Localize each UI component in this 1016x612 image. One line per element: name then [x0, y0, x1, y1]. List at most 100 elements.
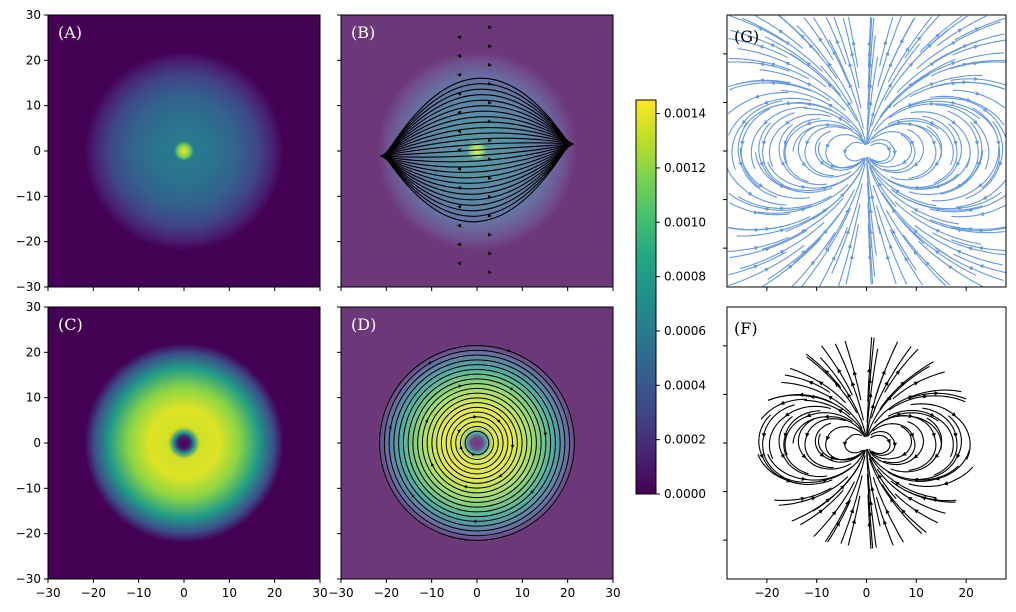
- streamline: [932, 232, 1006, 256]
- x-tick-label: −20: [81, 586, 106, 600]
- streamline: [755, 152, 833, 193]
- colorbar-tick-label: 0.0014: [664, 107, 706, 121]
- stream-arrow: [929, 412, 935, 417]
- streamline: [866, 160, 877, 256]
- streamline: [934, 247, 1004, 282]
- stream-arrow: [931, 140, 936, 146]
- stream-arrow: [830, 163, 836, 169]
- streamline: [916, 21, 1001, 70]
- streamline: [888, 103, 981, 120]
- streamline: [929, 81, 1005, 90]
- stream-arrow: [889, 243, 894, 249]
- stream-arrow: [824, 122, 829, 127]
- stream-arrow: [956, 453, 961, 459]
- streamline: [789, 52, 858, 122]
- stream-arrow: [835, 521, 840, 527]
- stream-arrow: [764, 267, 770, 272]
- y-tick-label: 0: [33, 144, 41, 158]
- stream-arrow: [877, 473, 883, 479]
- stream-arrow: [811, 496, 817, 501]
- stream-arrow: [868, 500, 874, 506]
- stream-arrow: [968, 266, 974, 271]
- stream-arrow: [884, 380, 889, 386]
- streamline: [872, 185, 917, 271]
- streamline: [866, 35, 876, 131]
- streamline: [827, 499, 852, 543]
- stream-arrow: [851, 40, 856, 46]
- streamline: [738, 48, 827, 88]
- stream-arrow: [824, 369, 830, 375]
- stream-arrow: [943, 481, 949, 486]
- streamline: [421, 387, 533, 499]
- stream-arrow: [953, 140, 958, 146]
- streamline: [908, 191, 1002, 210]
- streamline: [380, 142, 574, 157]
- stream-arrow: [457, 35, 462, 40]
- stream-arrow: [759, 62, 765, 67]
- stream-arrow: [934, 453, 940, 459]
- stream-arrow: [761, 432, 767, 438]
- stream-arrow: [847, 243, 852, 249]
- stream-arrow: [808, 43, 814, 49]
- stream-arrow: [769, 43, 775, 48]
- streamline: [793, 189, 855, 264]
- stream-arrow: [894, 481, 900, 486]
- stream-arrow: [458, 384, 463, 389]
- stream-arrow: [934, 250, 940, 255]
- stream-arrow: [784, 41, 790, 46]
- streamline: [740, 108, 770, 188]
- y-tick-label: 0: [33, 436, 41, 450]
- streamline: [384, 145, 570, 212]
- stream-arrow: [806, 82, 812, 87]
- stream-arrow: [870, 111, 875, 117]
- stream-arrow: [888, 62, 893, 68]
- stream-arrow: [891, 229, 896, 235]
- streamline: [876, 468, 946, 514]
- streamline: [812, 449, 867, 512]
- x-tick-label: −20: [754, 586, 779, 600]
- stream-arrow: [459, 445, 463, 450]
- colorbar-tick-label: 0.0008: [664, 270, 706, 284]
- stream-arrow: [973, 61, 979, 66]
- streamline: [965, 121, 1004, 200]
- x-tick-label: 30: [605, 586, 620, 600]
- streamline: [727, 61, 790, 72]
- streamline: [762, 112, 795, 186]
- y-tick-label: 30: [26, 8, 41, 22]
- stream-arrow: [758, 183, 764, 188]
- stream-arrow: [809, 394, 815, 400]
- streamline: [867, 494, 872, 549]
- stream-arrow: [831, 255, 836, 261]
- streamline: [884, 348, 919, 393]
- stream-arrow: [840, 192, 845, 198]
- stream-arrow: [530, 490, 534, 494]
- streamline: [878, 225, 897, 285]
- x-tick-label: 10: [909, 586, 924, 600]
- stream-arrow: [457, 54, 462, 58]
- streamline: [869, 421, 925, 466]
- streamline: [933, 33, 1005, 63]
- streamline: [912, 52, 1004, 85]
- panel-c: [48, 307, 320, 579]
- streamline: [869, 129, 925, 174]
- stream-arrow: [827, 395, 833, 400]
- stream-arrow: [509, 386, 514, 391]
- streamline: [908, 491, 957, 502]
- stream-arrow: [967, 246, 973, 251]
- colorbar-tick-label: 0.0004: [664, 378, 706, 392]
- streamline: [393, 359, 561, 527]
- stream-arrow: [929, 82, 935, 87]
- stream-arrow: [975, 91, 981, 96]
- streamline: [737, 195, 832, 209]
- stream-arrow: [868, 229, 873, 234]
- stream-arrow: [487, 176, 492, 180]
- axes-b: [337, 14, 614, 291]
- y-tick-label: 10: [26, 99, 41, 113]
- streamline: [379, 345, 575, 541]
- stream-arrow: [913, 162, 919, 167]
- streamline: [383, 105, 571, 156]
- streamline: [431, 397, 523, 489]
- streamline: [768, 405, 832, 460]
- stream-arrow: [868, 208, 874, 214]
- stream-arrow: [822, 186, 828, 191]
